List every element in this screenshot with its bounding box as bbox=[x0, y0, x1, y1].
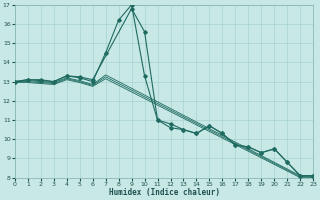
X-axis label: Humidex (Indice chaleur): Humidex (Indice chaleur) bbox=[108, 188, 220, 197]
